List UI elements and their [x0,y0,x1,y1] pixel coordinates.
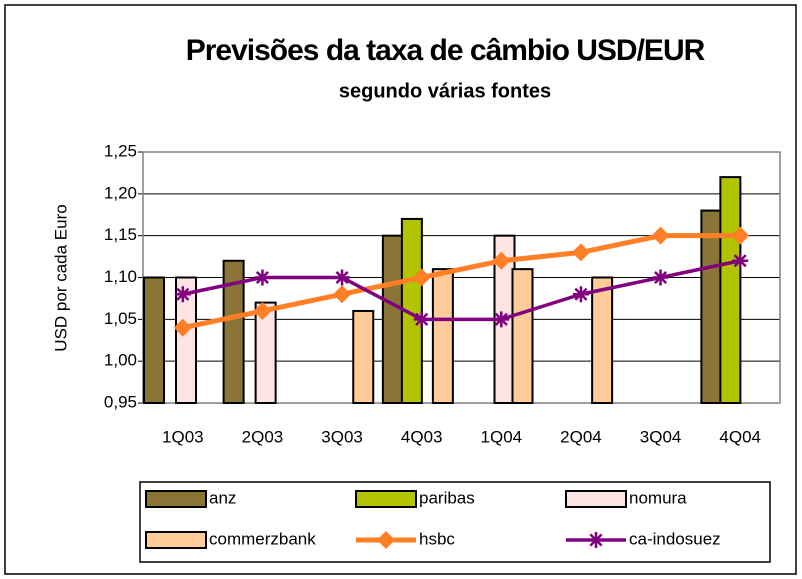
line-marker [588,532,604,548]
bar [381,234,404,404]
line-marker [732,252,749,269]
line-marker [572,286,589,303]
bar [222,259,245,404]
bar [352,309,375,405]
line-marker [413,311,430,328]
y-tick-label: 0,95 [104,392,137,411]
legend-swatch [355,490,417,508]
bar [254,301,277,405]
legend-label: ca-indosuez [629,529,721,548]
chart-subtitle: segundo várias fontes [339,80,551,102]
legend-swatch [565,490,627,508]
legend-label: nomura [629,488,687,507]
x-tick-label: 1Q04 [481,427,523,446]
y-tick-label: 1,15 [104,225,137,244]
legend-label: anz [209,488,236,507]
x-tick-label: 3Q04 [640,427,682,446]
line-marker [254,269,271,286]
y-tick-label: 1,20 [104,183,137,202]
line-marker [493,311,510,328]
bar [511,268,534,404]
bar [143,276,165,404]
line-marker [253,301,272,320]
bar [175,276,197,404]
chart-title: Previsões da taxa de câmbio USD/EUR [186,34,706,67]
line-marker [731,226,750,245]
x-tick-label: 4Q03 [401,427,443,446]
bar [719,176,742,404]
legend-label: hsbc [419,529,455,548]
bar [400,217,423,404]
line-marker [334,269,351,286]
line-marker [173,318,192,337]
line-marker [571,243,590,262]
legend-swatch [145,490,207,508]
line-marker [652,269,669,286]
line-marker [377,531,395,549]
y-tick-label: 1,25 [104,141,137,160]
legend-label: paribas [419,488,475,507]
x-tick-label: 3Q03 [321,427,363,446]
line-marker [492,251,511,270]
y-tick-label: 1,05 [104,309,137,328]
y-tick-label: 1,00 [104,351,137,370]
x-tick-label: 4Q04 [719,427,761,446]
line-marker [412,268,431,287]
x-tick-label: 2Q04 [560,427,602,446]
legend [139,481,771,563]
bar [591,276,614,404]
line-marker [651,226,670,245]
legend-swatch [145,531,207,549]
line-marker [333,285,352,304]
y-tick-label: 1,10 [104,267,137,286]
line-marker [174,286,191,303]
x-tick-label: 2Q03 [242,427,284,446]
x-tick-label: 1Q03 [162,427,204,446]
bar [431,268,454,404]
bar [700,209,723,404]
y-axis-label: USD por cada Euro [51,204,70,351]
legend-label: commerzbank [209,529,316,548]
line [182,233,741,331]
line [182,259,741,322]
